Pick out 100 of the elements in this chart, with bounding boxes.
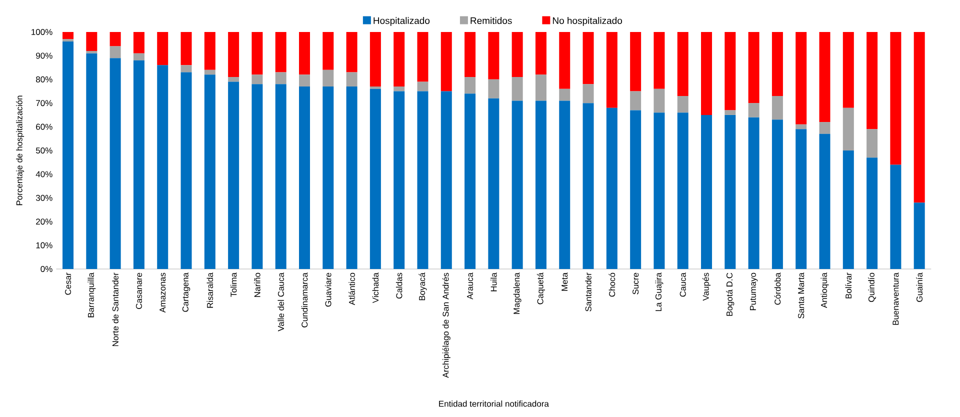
- bar: [842, 150, 854, 269]
- bar: [677, 32, 688, 96]
- bar: [346, 86, 358, 269]
- bar: [157, 65, 168, 269]
- x-tick-label: Buenaventura: [892, 272, 899, 325]
- bar: [701, 114, 712, 269]
- bar: [630, 110, 642, 269]
- bar: [772, 32, 783, 96]
- bar: [394, 32, 405, 87]
- x-tick-label: Amazonas: [160, 272, 166, 313]
- bar: [630, 32, 642, 92]
- bar: [464, 94, 476, 269]
- bar: [252, 84, 263, 269]
- y-tick-label: 40%: [36, 171, 52, 178]
- x-tick-label: Cartagena: [182, 272, 190, 312]
- bar: [512, 100, 523, 269]
- x-tick-label: Magdalena: [513, 272, 522, 314]
- bar: [582, 84, 594, 104]
- bar: [440, 91, 452, 269]
- x-tick-label: Vaupés: [702, 272, 711, 301]
- bar: [204, 74, 216, 269]
- bar: [228, 77, 240, 82]
- x-tick-label: Cauca: [680, 272, 686, 297]
- bar: [204, 32, 216, 70]
- legend-label: Hospitalizado: [374, 17, 430, 26]
- bar: [606, 108, 618, 269]
- x-tick-label: Sucre: [632, 272, 639, 294]
- bar: [535, 100, 546, 269]
- bar: [322, 86, 334, 269]
- x-tick-label: Caquetá: [536, 272, 545, 304]
- bar: [796, 129, 807, 269]
- bar: [346, 32, 358, 72]
- bar: [677, 96, 688, 113]
- x-tick-label: Tolima: [230, 272, 237, 297]
- bar: [204, 70, 216, 75]
- bar: [62, 32, 74, 40]
- bar: [394, 91, 405, 269]
- bar: [110, 46, 121, 58]
- bar: [559, 88, 570, 101]
- legend-label: No hospitalizado: [552, 17, 622, 26]
- bar: [654, 32, 665, 89]
- bar: [724, 114, 736, 269]
- bar: [866, 32, 878, 130]
- x-tick-label: Arauca: [467, 272, 473, 300]
- bar: [370, 88, 381, 269]
- bar: [346, 72, 358, 87]
- x-tick-label: Huila: [490, 272, 497, 292]
- legend-label: Remitidos: [470, 17, 512, 24]
- bar: [275, 84, 286, 269]
- x-tick-label: Bolívar: [845, 272, 852, 298]
- bar: [417, 82, 428, 92]
- bar: [890, 164, 902, 269]
- bar: [464, 77, 476, 94]
- bar: [180, 65, 192, 72]
- bar: [488, 32, 500, 80]
- bar: [772, 120, 783, 269]
- bar: [298, 74, 310, 87]
- bar: [606, 32, 618, 108]
- bar: [228, 82, 240, 269]
- x-tick-label: Caldas: [396, 272, 402, 299]
- bar: [890, 32, 902, 165]
- bar: [748, 103, 760, 118]
- bar: [322, 32, 334, 70]
- bar: [535, 74, 546, 101]
- bar: [275, 72, 286, 84]
- bar: [394, 86, 405, 92]
- bar: [842, 32, 854, 108]
- x-tick-label: Quindío: [868, 272, 876, 302]
- x-tick-label: Putumayo: [750, 272, 758, 310]
- bar: [133, 53, 144, 60]
- x-tick-label: Antioquia: [820, 272, 829, 308]
- bar: [677, 112, 688, 269]
- bar: [724, 32, 736, 110]
- x-tick-label: Atlántico: [348, 272, 355, 306]
- bar: [370, 32, 381, 87]
- bar: [488, 79, 500, 98]
- bar: [157, 32, 168, 66]
- bar: [724, 110, 736, 115]
- bar: [866, 129, 878, 158]
- y-tick-label: 80%: [36, 76, 52, 82]
- x-tick-label: Meta: [562, 272, 568, 291]
- y-tick-label: 50%: [36, 147, 52, 154]
- bar: [180, 32, 192, 66]
- bar: [110, 32, 121, 46]
- x-tick-label: Cesar: [65, 272, 72, 295]
- bar: [298, 86, 310, 269]
- x-tick-label: Archipiélago de San Andrés: [442, 272, 450, 378]
- bar: [796, 124, 807, 130]
- bar: [228, 32, 240, 78]
- bar: [180, 72, 192, 269]
- bar: [701, 32, 712, 115]
- x-tick-label: Vichada: [372, 272, 379, 304]
- y-tick-label: 60%: [36, 124, 52, 130]
- bar: [86, 50, 98, 54]
- x-tick-label: Córdoba: [774, 272, 781, 305]
- bar: [133, 60, 144, 269]
- bar: [582, 103, 594, 269]
- x-tick-label: Casanare: [136, 272, 142, 309]
- y-tick-label: 30%: [36, 194, 52, 201]
- bar: [512, 32, 523, 78]
